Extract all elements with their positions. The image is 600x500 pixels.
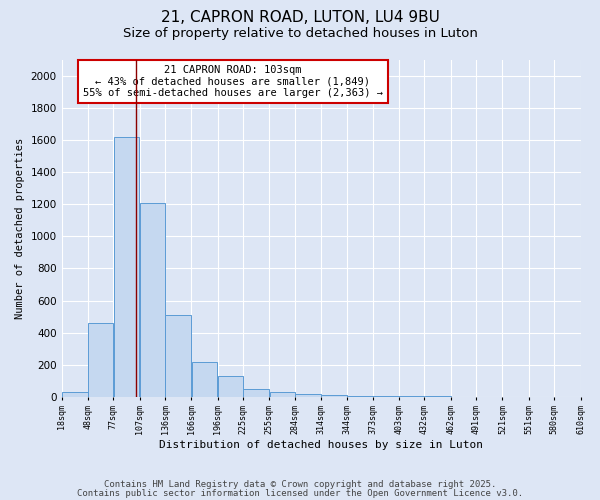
Text: Contains public sector information licensed under the Open Government Licence v3: Contains public sector information licen… [77,489,523,498]
Bar [191,362,217,397]
Bar [322,395,347,397]
Text: Contains HM Land Registry data © Crown copyright and database right 2025.: Contains HM Land Registry data © Crown c… [104,480,496,489]
Bar [295,394,321,397]
Bar [62,392,88,397]
Bar [347,396,373,397]
Text: 21 CAPRON ROAD: 103sqm
← 43% of detached houses are smaller (1,849)
55% of semi-: 21 CAPRON ROAD: 103sqm ← 43% of detached… [83,65,383,98]
Bar [140,202,165,397]
Bar [166,315,191,397]
Bar [244,389,269,397]
Bar [113,137,139,397]
Text: 21, CAPRON ROAD, LUTON, LU4 9BU: 21, CAPRON ROAD, LUTON, LU4 9BU [161,10,439,25]
Y-axis label: Number of detached properties: Number of detached properties [15,138,25,319]
Bar [269,392,295,397]
Bar [218,376,243,397]
Bar [88,323,113,397]
X-axis label: Distribution of detached houses by size in Luton: Distribution of detached houses by size … [159,440,483,450]
Text: Size of property relative to detached houses in Luton: Size of property relative to detached ho… [122,28,478,40]
